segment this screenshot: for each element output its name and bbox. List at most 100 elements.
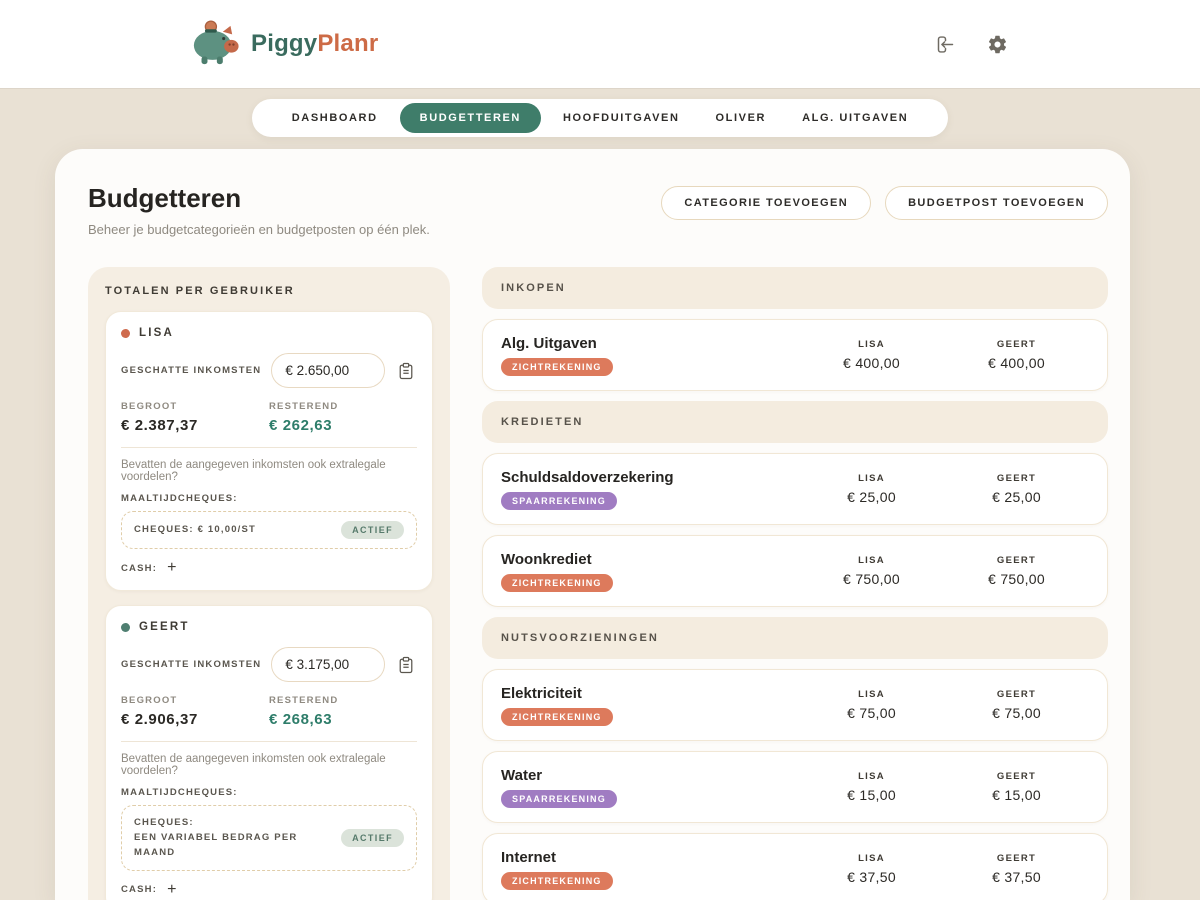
income-row: GESCHATTE INKOMSTEN (121, 353, 417, 388)
add-category-button[interactable]: CATEGORIE TOEVOEGEN (661, 186, 872, 220)
col-amount-value: € 400,00 (988, 355, 1045, 371)
geert-amount-col: GEERT € 750,00 (944, 555, 1089, 587)
maaltijdcheques-label: MAALTIJDCHEQUES: (121, 493, 238, 504)
extralegal-question: Bevatten de aangegeven inkomsten ook ext… (121, 459, 386, 483)
user-name: GEERT (139, 621, 190, 633)
col-user-label: GEERT (996, 853, 1037, 864)
geert-amount-col: GEERT € 15,00 (944, 771, 1089, 803)
lisa-amount-col: LISA € 750,00 (799, 555, 944, 587)
budget-item-internet[interactable]: Internet ZICHTREKENING LISA € 37,50 GEER… (482, 833, 1108, 900)
cash-label: CASH: (121, 884, 158, 896)
user-color-dot (121, 622, 130, 632)
actief-status-badge: ACTIEF (341, 521, 404, 539)
item-info: Internet ZICHTREKENING (501, 849, 613, 890)
budget-item-elektriciteit[interactable]: Elektriciteit ZICHTREKENING LISA € 75,00… (482, 669, 1108, 741)
col-amount-value: € 750,00 (988, 571, 1045, 587)
extralegal-question: Bevatten de aangegeven inkomsten ook ext… (121, 753, 386, 777)
budget-item-schuldsaldoverzekering[interactable]: Schuldsaldoverzekering SPAARREKENING LIS… (482, 453, 1108, 525)
col-user-label: LISA (858, 555, 885, 566)
cheques-detail: CHEQUES: EEN VARIABEL BEDRAG PER MAAND (134, 815, 333, 861)
add-cash-button[interactable]: + (167, 880, 177, 898)
brand-name-secondary: Planr (317, 30, 379, 57)
page-subtitle: Beheer je budgetcategorieën en budgetpos… (88, 222, 430, 237)
cheques-line1: CHEQUES: € 10,00/ST (134, 524, 257, 536)
item-amount-columns: LISA € 400,00 GEERT € 400,00 (799, 339, 1089, 371)
tab-alg-uitgaven[interactable]: ALG. UITGAVEN (802, 112, 909, 124)
budget-values-row: BEGROOT € 2.906,37 RESTEREND € 268,63 (121, 695, 417, 728)
category-header-kredieten[interactable]: KREDIETEN (482, 401, 1108, 443)
cash-row: CASH: + (121, 880, 417, 898)
item-info: Alg. Uitgaven ZICHTREKENING (501, 335, 613, 376)
cheques-box[interactable]: CHEQUES: € 10,00/ST ACTIEF (121, 511, 417, 549)
page-header-row: Budgetteren Beheer je budgetcategorieën … (88, 183, 1108, 237)
user-card-lisa: LISA GESCHATTE INKOMSTEN (105, 311, 433, 591)
resterend-col: RESTEREND € 262,63 (269, 401, 417, 434)
begroot-col: BEGROOT € 2.906,37 (121, 695, 269, 728)
account-type-badge: SPAARREKENING (501, 789, 617, 808)
lisa-amount-col: LISA € 15,00 (799, 771, 944, 803)
budget-item-water[interactable]: Water SPAARREKENING LISA € 15,00 GEERT €… (482, 751, 1108, 823)
item-amount-columns: LISA € 750,00 GEERT € 750,00 (799, 555, 1089, 587)
brand-name: PiggyPlanr (251, 30, 378, 58)
item-name: Water (501, 766, 543, 784)
account-type-badge: ZICHTREKENING (501, 871, 613, 890)
budget-item-woonkrediet[interactable]: Woonkrediet ZICHTREKENING LISA € 750,00 … (482, 535, 1108, 607)
account-type-badge: ZICHTREKENING (501, 707, 613, 726)
logout-icon[interactable] (934, 33, 956, 55)
nav-tab-bar: DASHBOARD BUDGETTEREN HOOFDUITGAVEN OLIV… (251, 99, 949, 137)
tab-budgetteren[interactable]: BUDGETTEREN (399, 103, 541, 133)
col-user-label: LISA (858, 771, 885, 782)
tab-dashboard[interactable]: DASHBOARD (291, 112, 378, 124)
add-cash-button[interactable]: + (167, 559, 177, 576)
item-name: Schuldsaldoverzekering (501, 468, 674, 486)
income-input-geert[interactable] (271, 647, 385, 682)
budget-item-alg-uitgaven[interactable]: Alg. Uitgaven ZICHTREKENING LISA € 400,0… (482, 319, 1108, 391)
col-user-label: LISA (858, 339, 885, 350)
app-logo[interactable]: PiggyPlanr (190, 19, 378, 70)
col-amount-value: € 15,00 (992, 787, 1041, 803)
item-name: Woonkrediet (501, 550, 592, 568)
cheques-box[interactable]: CHEQUES: EEN VARIABEL BEDRAG PER MAAND A… (121, 805, 417, 871)
totals-per-user-panel: TOTALEN PER GEBRUIKER LISA GESCHATTE INK… (88, 267, 450, 900)
maaltijdcheques-label: MAALTIJDCHEQUES: (121, 787, 238, 798)
col-user-label: GEERT (996, 555, 1037, 566)
main-content-card: Budgetteren Beheer je budgetcategorieën … (55, 149, 1130, 900)
category-header-inkopen[interactable]: INKOPEN (482, 267, 1108, 309)
clipboard-icon[interactable] (395, 654, 417, 676)
left-column: TOTALEN PER GEBRUIKER LISA GESCHATTE INK… (88, 267, 450, 900)
tab-oliver[interactable]: OLIVER (715, 112, 767, 124)
item-amount-columns: LISA € 75,00 GEERT € 75,00 (799, 689, 1089, 721)
item-name: Elektriciteit (501, 684, 582, 702)
main-nav: DASHBOARD BUDGETTEREN HOOFDUITGAVEN OLIV… (0, 99, 1200, 137)
geert-amount-col: GEERT € 400,00 (944, 339, 1089, 371)
item-info: Woonkrediet ZICHTREKENING (501, 551, 613, 592)
account-type-badge: SPAARREKENING (501, 491, 617, 510)
col-amount-value: € 750,00 (843, 571, 900, 587)
clipboard-icon[interactable] (395, 360, 417, 382)
header-actions (934, 33, 1008, 55)
income-label: GESCHATTE INKOMSTEN (121, 659, 262, 670)
income-input-lisa[interactable] (271, 353, 385, 388)
page-title: Budgetteren (88, 183, 242, 213)
app-header: PiggyPlanr (0, 0, 1200, 88)
item-amount-columns: LISA € 25,00 GEERT € 25,00 (799, 473, 1089, 505)
category-header-nutsvoorzieningen[interactable]: NUTSVOORZIENINGEN (482, 617, 1108, 659)
settings-gear-icon[interactable] (986, 33, 1008, 55)
divider (121, 741, 417, 742)
col-user-label: LISA (858, 473, 885, 484)
col-amount-value: € 25,00 (847, 489, 896, 505)
begroot-value: € 2.906,37 (121, 711, 198, 728)
add-budgetpost-button[interactable]: BUDGETPOST TOEVOEGEN (885, 186, 1108, 220)
geert-amount-col: GEERT € 75,00 (944, 689, 1089, 721)
col-user-label: GEERT (996, 689, 1037, 700)
col-amount-value: € 400,00 (843, 355, 900, 371)
col-user-label: GEERT (996, 473, 1037, 484)
tab-hoofduitgaven[interactable]: HOOFDUITGAVEN (562, 112, 680, 124)
begroot-label: BEGROOT (121, 695, 178, 706)
actief-status-badge: ACTIEF (341, 828, 404, 847)
lisa-amount-col: LISA € 37,50 (799, 853, 944, 885)
item-name: Alg. Uitgaven (501, 334, 597, 352)
cheques-detail: CHEQUES: € 10,00/ST (134, 522, 256, 537)
user-color-dot (121, 328, 130, 338)
cheques-line1: CHEQUES: (134, 817, 194, 828)
